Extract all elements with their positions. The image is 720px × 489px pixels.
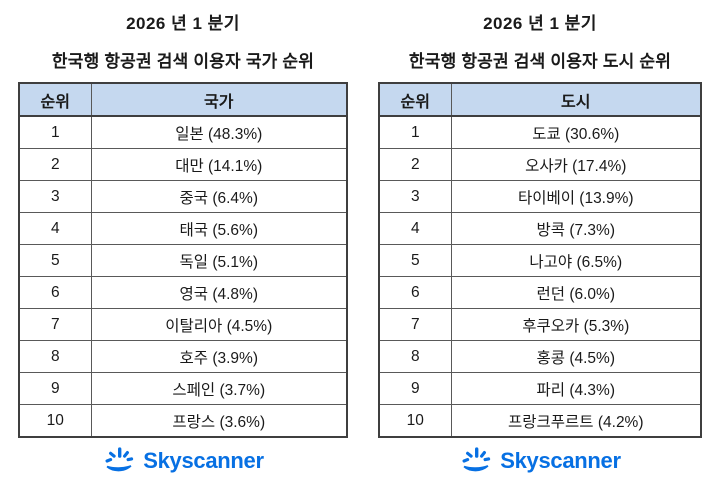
skyscanner-logo: Skyscanner [459, 447, 621, 475]
table-row: 2 오사카 (17.4%) [378, 148, 702, 181]
city-cell: 후쿠오카 (5.3%) [450, 308, 702, 341]
table-row: 3 중국 (6.4%) [18, 180, 348, 213]
city-cell: 오사카 (17.4%) [450, 148, 702, 181]
rank-cell: 4 [18, 212, 92, 245]
table-row: 1 일본 (48.3%) [18, 115, 348, 149]
rank-cell: 5 [378, 244, 452, 277]
country-table-title: 한국행 항공권 검색 이용자 국가 순위 [51, 52, 315, 71]
rank-cell: 3 [378, 180, 452, 213]
table-row: 9 스페인 (3.7%) [18, 372, 348, 405]
country-cell: 태국 (5.6%) [90, 212, 348, 245]
city-column-header: 도시 [450, 82, 702, 117]
rank-cell: 8 [18, 340, 92, 373]
rank-column-header: 순위 [378, 82, 452, 117]
table-row: 8 홍콩 (4.5%) [378, 340, 702, 373]
country-cell: 호주 (3.9%) [90, 340, 348, 373]
table-row: 7 후쿠오카 (5.3%) [378, 308, 702, 341]
table-row: 4 태국 (5.6%) [18, 212, 348, 245]
table-row: 2 대만 (14.1%) [18, 148, 348, 181]
rank-column-header: 순위 [18, 82, 92, 117]
skyscanner-wordmark: Skyscanner [500, 448, 621, 473]
table-row: 6 런던 (6.0%) [378, 276, 702, 309]
country-ranking-table: 순위 국가 1 일본 (48.3%) 2 대만 (14.1%) 3 중국 (6.4%)… [18, 82, 348, 438]
rank-cell: 6 [18, 276, 92, 309]
rank-cell: 1 [378, 115, 452, 149]
rank-cell: 8 [378, 340, 452, 373]
skyscanner-logo: Skyscanner [102, 447, 264, 475]
rank-cell: 5 [18, 244, 92, 277]
city-cell: 타이베이 (13.9%) [450, 180, 702, 213]
city-ranking-table: 순위 도시 1 도쿄 (30.6%) 2 오사카 (17.4%) 3 타이베이 (13… [378, 82, 702, 438]
table-row: 9 파리 (4.3%) [378, 372, 702, 405]
rank-cell: 2 [378, 148, 452, 181]
city-cell: 방콕 (7.3%) [450, 212, 702, 245]
rank-cell: 10 [378, 404, 452, 438]
skyscanner-wordmark: Skyscanner [143, 448, 264, 473]
country-cell: 프랑스 (3.6%) [90, 404, 348, 438]
city-cell: 도쿄 (30.6%) [450, 115, 702, 149]
rank-cell: 7 [18, 308, 92, 341]
country-cell: 이탈리아 (4.5%) [90, 308, 348, 341]
country-cell: 영국 (4.8%) [90, 276, 348, 309]
skyscanner-sunrise-icon [459, 447, 493, 475]
rank-cell: 6 [378, 276, 452, 309]
table-header-row: 순위 국가 [18, 82, 348, 117]
rank-cell: 9 [18, 372, 92, 405]
city-cell: 프랑크푸르트 (4.2%) [450, 404, 702, 438]
table-header-row: 순위 도시 [378, 82, 702, 117]
country-table-title-period: 2026 년 1 분기 [126, 14, 240, 33]
rank-cell: 3 [18, 180, 92, 213]
city-table-title-period: 2026 년 1 분기 [483, 14, 597, 33]
rank-cell: 7 [378, 308, 452, 341]
rank-cell: 9 [378, 372, 452, 405]
table-row: 8 호주 (3.9%) [18, 340, 348, 373]
city-cell: 나고야 (6.5%) [450, 244, 702, 277]
country-cell: 스페인 (3.7%) [90, 372, 348, 405]
table-row: 10 프랑크푸르트 (4.2%) [378, 404, 702, 438]
table-row: 4 방콕 (7.3%) [378, 212, 702, 245]
table-row: 5 독일 (5.1%) [18, 244, 348, 277]
country-column-header: 국가 [90, 82, 348, 117]
rank-cell: 1 [18, 115, 92, 149]
city-cell: 파리 (4.3%) [450, 372, 702, 405]
skyscanner-sunrise-icon [102, 447, 136, 475]
country-cell: 중국 (6.4%) [90, 180, 348, 213]
table-row: 5 나고야 (6.5%) [378, 244, 702, 277]
country-ranking-section: 2026 년 1 분기 한국행 항공권 검색 이용자 국가 순위 순위 국가 1… [18, 0, 348, 475]
table-row: 3 타이베이 (13.9%) [378, 180, 702, 213]
country-cell: 대만 (14.1%) [90, 148, 348, 181]
table-row: 6 영국 (4.8%) [18, 276, 348, 309]
table-row: 10 프랑스 (3.6%) [18, 404, 348, 438]
city-table-title: 한국행 항공권 검색 이용자 도시 순위 [408, 52, 672, 71]
rank-cell: 10 [18, 404, 92, 438]
rank-cell: 4 [378, 212, 452, 245]
rank-cell: 2 [18, 148, 92, 181]
city-cell: 런던 (6.0%) [450, 276, 702, 309]
table-row: 1 도쿄 (30.6%) [378, 115, 702, 149]
country-cell: 독일 (5.1%) [90, 244, 348, 277]
table-row: 7 이탈리아 (4.5%) [18, 308, 348, 341]
city-ranking-section: 2026 년 1 분기 한국행 항공권 검색 이용자 도시 순위 순위 도시 1… [378, 0, 702, 475]
city-cell: 홍콩 (4.5%) [450, 340, 702, 373]
country-cell: 일본 (48.3%) [90, 115, 348, 149]
